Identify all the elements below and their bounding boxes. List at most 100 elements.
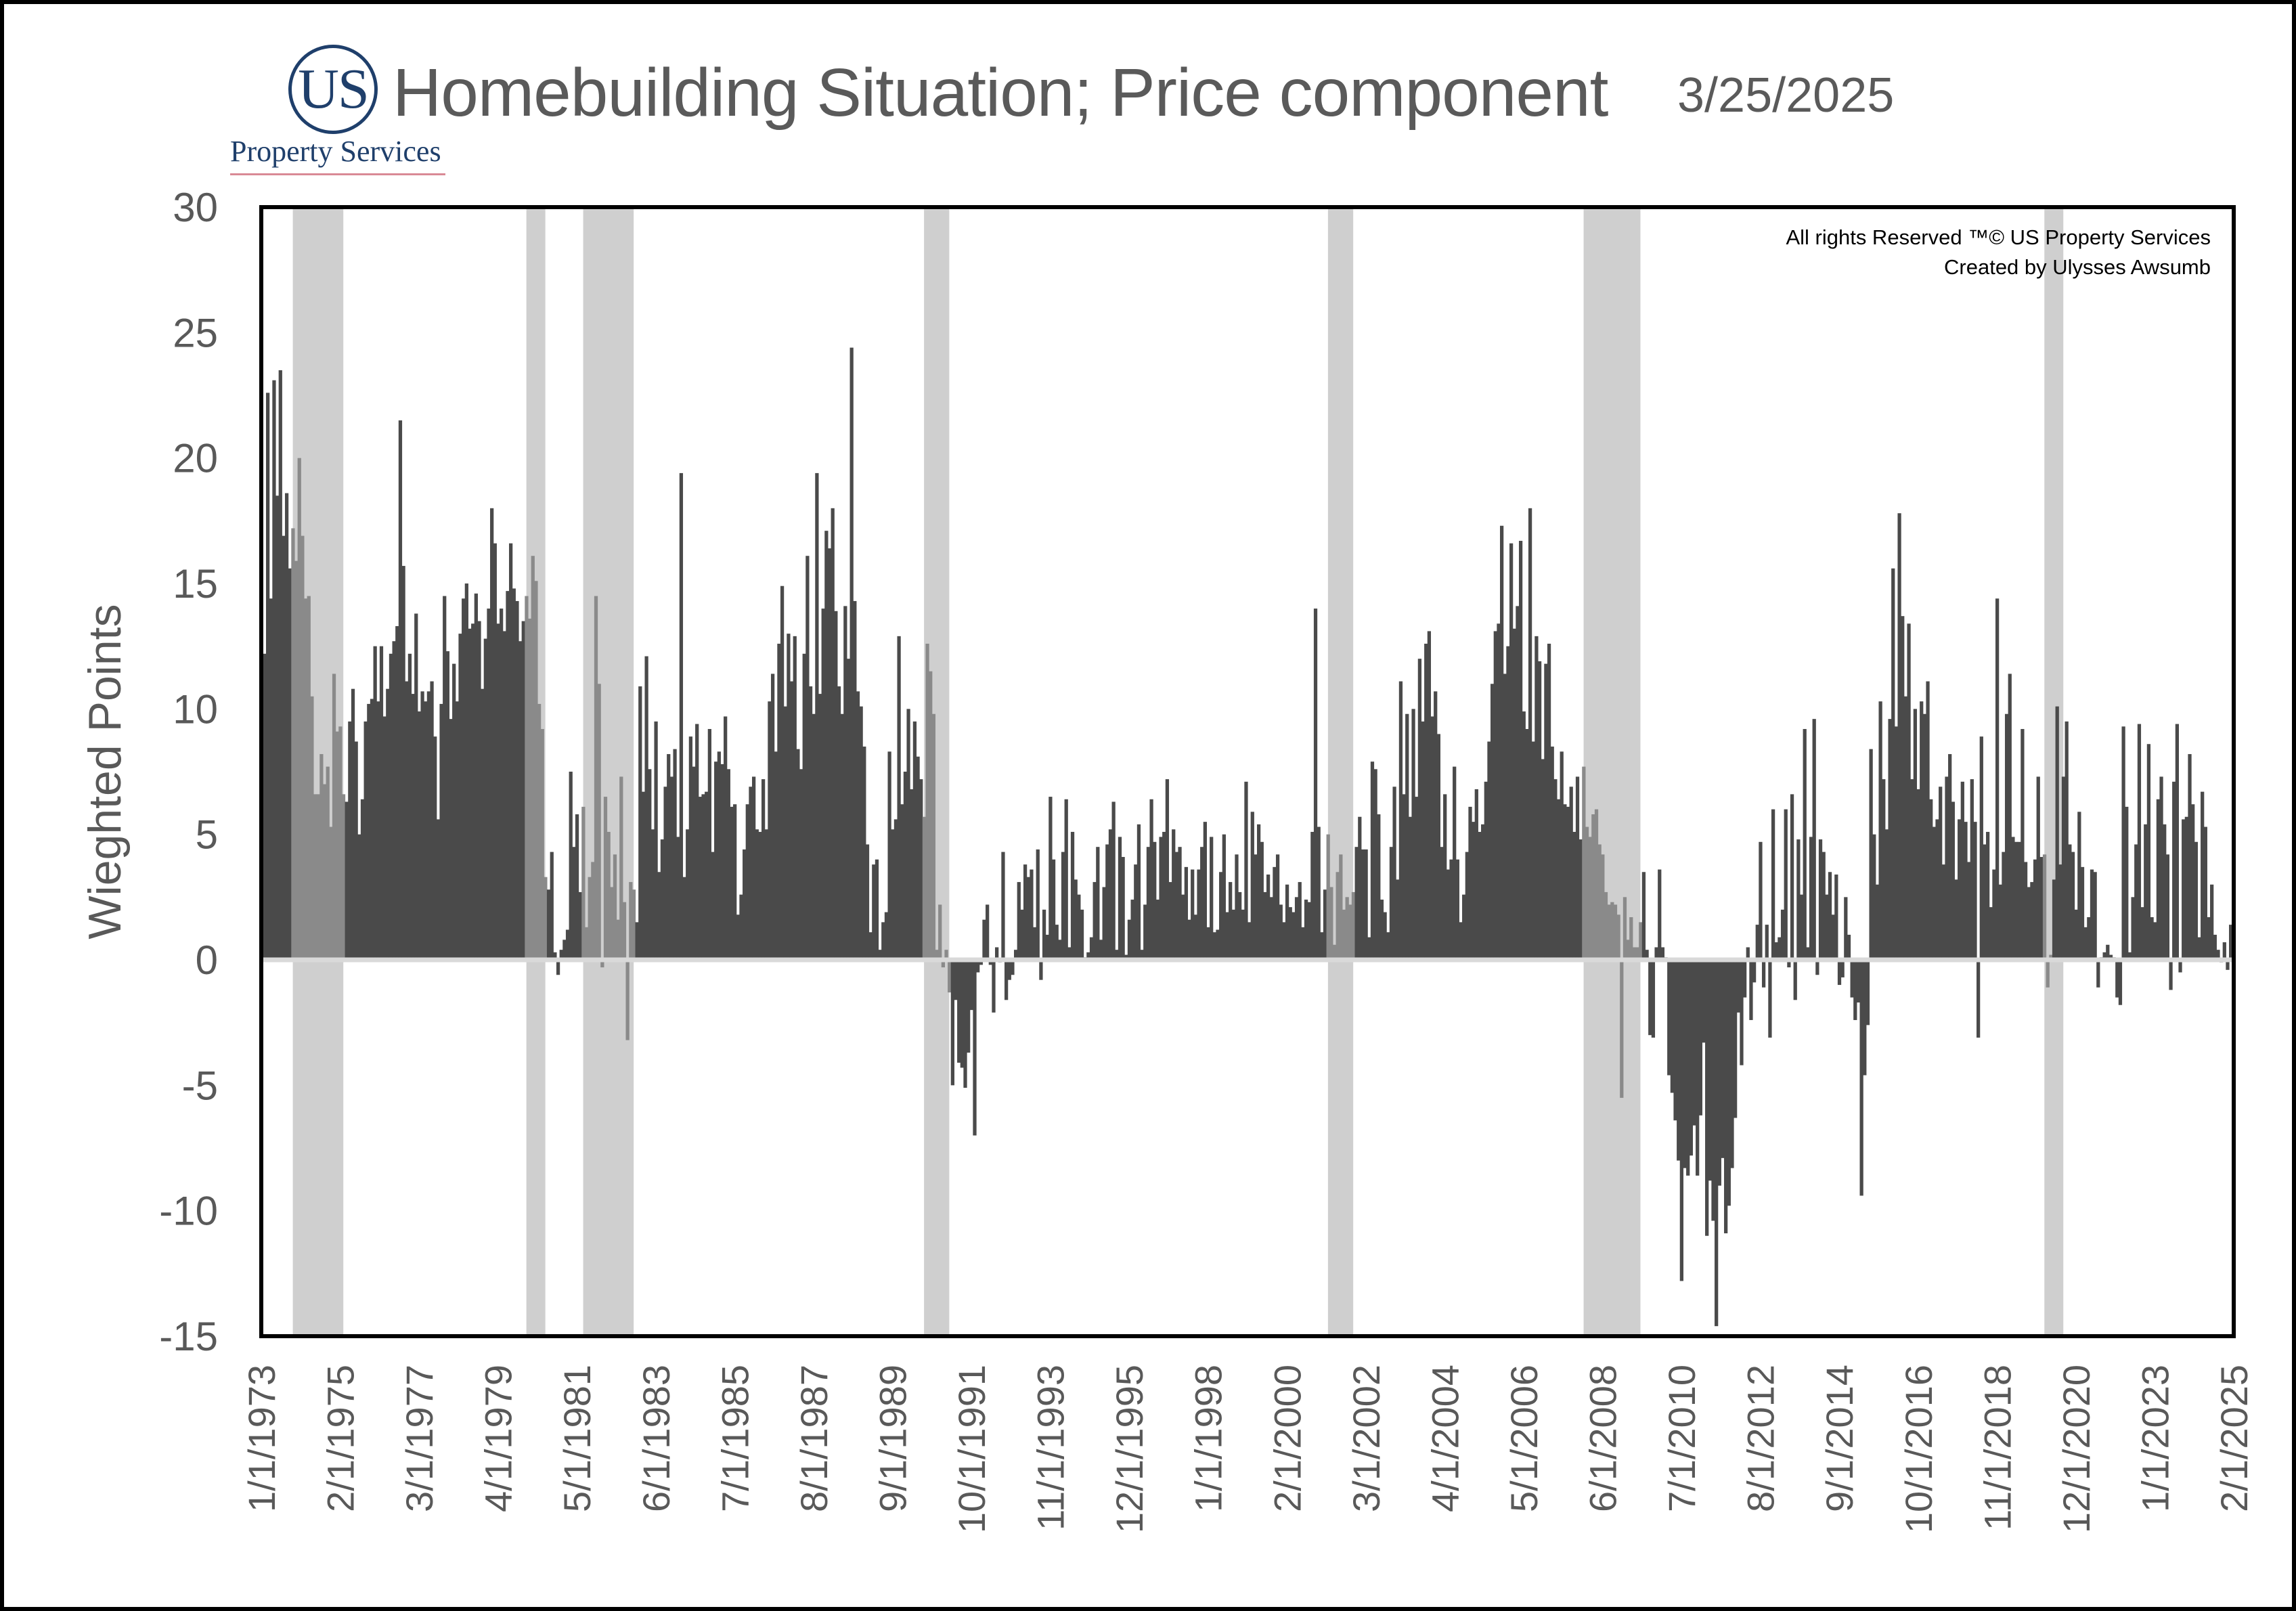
bar	[1960, 781, 1964, 960]
x-tick-label: 11/1/1993	[1030, 1365, 1072, 1530]
bar	[382, 716, 387, 960]
bar	[1812, 719, 1816, 960]
bar	[1787, 960, 1791, 968]
bar	[2156, 799, 2161, 960]
bar	[1597, 844, 1602, 960]
bar	[521, 621, 525, 960]
bar	[648, 769, 652, 960]
x-tick-label: 10/1/2016	[1897, 1365, 1940, 1533]
bar	[1560, 751, 1564, 960]
bar	[1140, 950, 1144, 960]
bar	[2046, 960, 2050, 988]
bar	[868, 932, 873, 960]
x-tick-label: 1/1/2023	[2134, 1365, 2176, 1512]
bar	[2004, 713, 2009, 960]
bar	[1307, 902, 1311, 960]
x-tick-label: 3/1/2002	[1345, 1365, 1388, 1512]
x-tick-label: 1/1/1998	[1187, 1365, 1230, 1512]
bar	[1528, 508, 1532, 960]
bar	[2188, 754, 2192, 960]
bar	[2169, 960, 2173, 990]
bar	[1556, 799, 1561, 960]
bar	[1759, 841, 1763, 960]
bar	[1411, 709, 1415, 960]
bar	[313, 794, 317, 960]
bar	[515, 600, 519, 960]
bar	[657, 872, 661, 960]
bar	[1683, 960, 1687, 1168]
bar	[1916, 789, 1920, 960]
bar	[578, 891, 582, 960]
bar	[1443, 794, 1447, 960]
bar	[1335, 872, 1340, 960]
bar	[1462, 894, 1466, 960]
bar	[575, 814, 579, 960]
bar	[995, 947, 999, 960]
bar	[761, 779, 766, 960]
bar	[1973, 822, 1977, 960]
bar	[1926, 681, 1930, 960]
bar	[1427, 631, 1432, 960]
bar	[2203, 826, 2207, 960]
bar	[1499, 525, 1504, 960]
bar	[1484, 781, 1488, 960]
bar	[449, 719, 453, 960]
bar	[1051, 859, 1056, 960]
bar	[1210, 837, 1214, 960]
bar	[1434, 691, 1438, 960]
bar	[1594, 809, 1599, 960]
bar	[1392, 787, 1396, 960]
bar	[846, 659, 851, 960]
bar	[1294, 897, 1299, 960]
bar	[2023, 862, 2028, 960]
bar	[730, 806, 734, 960]
bar	[269, 598, 273, 960]
bar	[960, 960, 964, 1068]
bar	[1342, 909, 1346, 960]
bar	[1256, 824, 1261, 960]
bar	[1746, 947, 1750, 960]
x-tick-label: 12/1/1995	[1108, 1365, 1151, 1533]
bar	[1373, 769, 1377, 960]
bar	[919, 779, 923, 960]
bar	[1679, 960, 1684, 1281]
bar	[673, 749, 677, 960]
bar	[982, 919, 986, 960]
bar	[1831, 914, 1835, 960]
bar	[698, 797, 703, 960]
bar	[386, 688, 390, 960]
bar	[1436, 734, 1441, 960]
bar	[679, 472, 684, 960]
bar	[2144, 824, 2148, 960]
bar	[1235, 854, 1239, 960]
bar	[329, 826, 333, 960]
logo-subtitle: Property Services	[230, 135, 441, 168]
y-tick-label: -15	[159, 1314, 218, 1359]
bar	[922, 816, 927, 960]
bar	[1174, 852, 1179, 960]
bar	[1651, 960, 1656, 1038]
bar	[613, 854, 617, 960]
bar	[1518, 540, 1523, 960]
bar	[1935, 819, 1939, 960]
bar	[799, 769, 803, 960]
bar	[1386, 932, 1390, 960]
bar	[1932, 826, 1937, 960]
bar	[682, 877, 686, 960]
bar	[1588, 837, 1592, 960]
bar	[1945, 776, 1949, 960]
bar	[1455, 859, 1459, 960]
bar	[1162, 831, 1166, 960]
bar	[2008, 674, 2012, 960]
bar	[490, 508, 494, 960]
bar	[2222, 942, 2226, 960]
bar	[1282, 922, 1286, 960]
bar	[537, 703, 542, 960]
chart-title: Homebuilding Situation; Price component	[393, 55, 1608, 131]
bar	[2011, 837, 2015, 960]
x-axis-ticks: 1/1/1973 2/1/1975 3/1/1977 4/1/1979 5/1/1981…	[240, 1365, 2255, 1533]
bar	[1847, 934, 1851, 960]
bar	[1115, 950, 1119, 960]
bar	[1055, 925, 1059, 960]
bar	[1654, 947, 1658, 960]
